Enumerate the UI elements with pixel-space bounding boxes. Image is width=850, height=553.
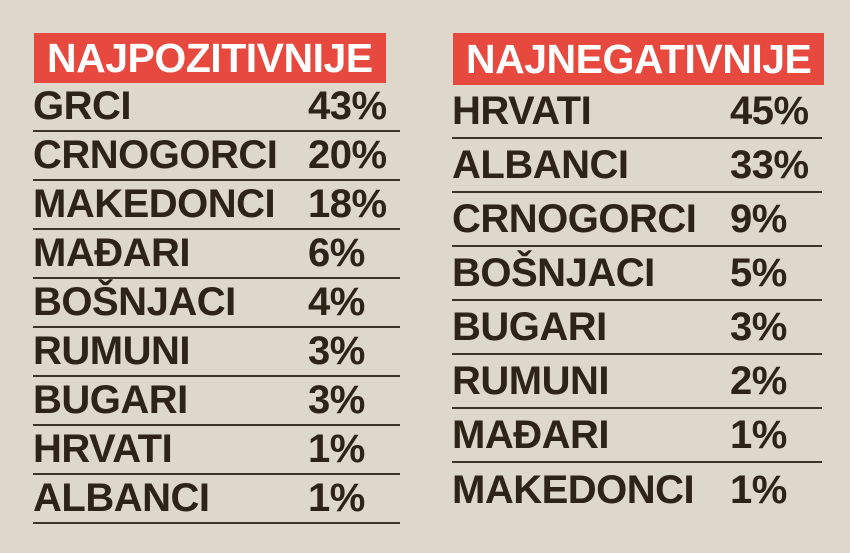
nationality-label: MAĐARI bbox=[33, 231, 190, 275]
percentage-value: 3% bbox=[730, 304, 787, 349]
table-row: RUMUNI 3% bbox=[33, 328, 400, 377]
negative-rows: HRVATI 45% ALBANCI 33% CRNOGORCI 9% BOŠNJACI 5%… bbox=[452, 85, 822, 517]
table-row: BOŠNJACI 4% bbox=[33, 279, 400, 328]
table-row: BOŠNJACI 5% bbox=[452, 247, 822, 301]
percentage-value: 3% bbox=[308, 378, 365, 422]
nationality-label: MAKEDONCI bbox=[452, 467, 695, 512]
nationality-label: BOŠNJACI bbox=[452, 250, 655, 295]
table-row: HRVATI 45% bbox=[452, 85, 822, 139]
percentage-value: 43% bbox=[308, 84, 387, 128]
nationality-label: GRCI bbox=[33, 84, 132, 128]
percentage-value: 4% bbox=[308, 280, 365, 324]
table-row: ALBANCI 33% bbox=[452, 139, 822, 193]
table-row: ALBANCI 1% bbox=[33, 475, 400, 524]
table-header-positive: NAJPOZITIVNIJE bbox=[34, 33, 386, 83]
positive-rows: GRCI 43% CRNOGORCI 20% MAKEDONCI 18% MAĐARI 6% B… bbox=[33, 83, 400, 524]
percentage-value: 9% bbox=[730, 196, 787, 241]
positive-table: NAJPOZITIVNIJE GRCI 43% CRNOGORCI 20% MAKEDO… bbox=[33, 33, 400, 524]
nationality-label: ALBANCI bbox=[452, 142, 629, 187]
table-row: MAĐARI 1% bbox=[452, 409, 822, 463]
percentage-value: 2% bbox=[730, 358, 787, 403]
nationality-label: RUMUNI bbox=[33, 329, 190, 373]
table-row: MAKEDONCI 18% bbox=[33, 181, 400, 230]
nationality-label: MAKEDONCI bbox=[33, 182, 276, 226]
table-row: RUMUNI 2% bbox=[452, 355, 822, 409]
percentage-value: 5% bbox=[730, 250, 787, 295]
percentage-value: 3% bbox=[308, 329, 365, 373]
nationality-label: CRNOGORCI bbox=[33, 133, 278, 177]
table-row: GRCI 43% bbox=[33, 83, 400, 132]
table-header-negative: NAJNEGATIVNIJE bbox=[453, 33, 825, 85]
percentage-value: 1% bbox=[308, 427, 365, 471]
table-row: CRNOGORCI 20% bbox=[33, 132, 400, 181]
nationality-label: RUMUNI bbox=[452, 358, 609, 403]
nationality-label: MAĐARI bbox=[452, 412, 609, 457]
table-row: HRVATI 1% bbox=[33, 426, 400, 475]
percentage-value: 20% bbox=[308, 133, 387, 177]
percentage-value: 1% bbox=[730, 412, 787, 457]
nationality-label: HRVATI bbox=[33, 427, 173, 471]
percentage-value: 1% bbox=[730, 467, 787, 512]
nationality-label: ALBANCI bbox=[33, 476, 210, 520]
percentage-value: 18% bbox=[308, 182, 387, 226]
percentage-value: 1% bbox=[308, 476, 365, 520]
nationality-label: BUGARI bbox=[33, 378, 188, 422]
nationality-label: HRVATI bbox=[452, 88, 592, 133]
table-row: CRNOGORCI 9% bbox=[452, 193, 822, 247]
table-row: MAĐARI 6% bbox=[33, 230, 400, 279]
nationality-label: BOŠNJACI bbox=[33, 280, 236, 324]
nationality-label: BUGARI bbox=[452, 304, 607, 349]
percentage-value: 6% bbox=[308, 231, 365, 275]
percentage-value: 33% bbox=[730, 142, 809, 187]
table-row: MAKEDONCI 1% bbox=[452, 463, 822, 517]
table-row: BUGARI 3% bbox=[33, 377, 400, 426]
nationality-label: CRNOGORCI bbox=[452, 196, 697, 241]
negative-table: NAJNEGATIVNIJE HRVATI 45% ALBANCI 33% CRNOGO… bbox=[452, 33, 825, 517]
table-row: BUGARI 3% bbox=[452, 301, 822, 355]
percentage-value: 45% bbox=[730, 88, 809, 133]
